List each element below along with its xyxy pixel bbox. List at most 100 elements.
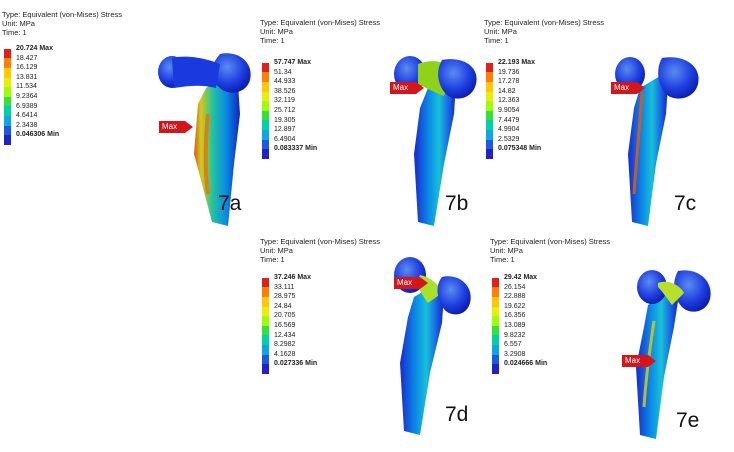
result-header: Type: Equivalent (von-Mises) Stress Unit… — [490, 237, 610, 264]
legend-swatch — [492, 316, 499, 326]
legend-value: 9.9054 — [498, 106, 520, 114]
legend-scale: 37.246 Max 33.111 28.975 24.84 20.705 16.569 1… — [262, 273, 382, 374]
max-marker: Max — [394, 277, 428, 289]
legend-row: 9.8232 — [492, 331, 612, 345]
panel-label: 7c — [674, 192, 697, 215]
legend-value: 6.9389 — [16, 102, 38, 110]
legend-swatch — [262, 364, 269, 374]
panel-label: 7e — [676, 409, 700, 432]
legend-row: 19.736 — [486, 68, 606, 82]
legend-max-value: 20.724 Max — [16, 45, 53, 52]
panel-label: 7d — [445, 403, 469, 426]
legend-swatch — [492, 325, 499, 336]
legend-swatch — [262, 110, 269, 121]
legend-row: 4.9904 — [486, 125, 606, 140]
legend-row: 0.027336 Min — [262, 359, 382, 374]
panel-7c: Type: Equivalent (von-Mises) Stress Unit… — [484, 18, 724, 233]
legend-swatch — [4, 106, 11, 116]
legend-swatch — [486, 81, 493, 92]
legend-swatch — [262, 91, 269, 102]
legend-row: 20.705 — [262, 311, 382, 326]
result-unit: Unit: MPa — [260, 27, 293, 36]
legend-row: 22.193 Max — [486, 58, 606, 73]
result-unit: Unit: MPa — [484, 27, 517, 36]
legend-swatch — [262, 129, 269, 140]
legend-value: 44.933 — [274, 78, 296, 86]
legend-value: 28.975 — [274, 293, 296, 301]
legend-row: 2.5329 — [486, 135, 606, 150]
result-header: Type: Equivalent (von-Mises) Stress Unit… — [260, 18, 380, 45]
legend-row: 6.557 — [492, 340, 612, 355]
legend-swatch — [486, 110, 493, 121]
max-marker: Max — [159, 121, 193, 133]
legend-swatch — [486, 149, 493, 159]
legend-value: 4.6414 — [16, 112, 38, 120]
legend-row: 12.434 — [262, 331, 382, 345]
legend-swatch — [262, 139, 269, 150]
result-unit: Unit: MPa — [490, 246, 523, 255]
legend-value: 4.1628 — [274, 350, 296, 358]
femur-model — [615, 57, 699, 226]
result-unit: Unit: MPa — [2, 19, 35, 28]
legend-value: 33.111 — [274, 283, 295, 291]
legend-row: 20.724 Max — [4, 44, 124, 59]
legend-swatch — [262, 296, 269, 307]
femur-model — [394, 257, 471, 435]
legend-value: 12.897 — [274, 126, 296, 134]
legend-row: 8.2982 — [262, 340, 382, 355]
max-marker: Max — [611, 82, 645, 94]
result-time: Time: 1 — [260, 255, 285, 264]
legend-row: 29.42 Max — [492, 273, 612, 288]
legend-max-value: 57.747 Max — [274, 59, 311, 66]
legend-row: 44.933 — [262, 77, 382, 92]
legend-row: 9.9054 — [486, 106, 606, 121]
legend-value: 14.82 — [498, 87, 516, 95]
legend-row: 16.356 — [492, 311, 612, 326]
legend-swatch — [492, 287, 499, 297]
legend-value: 9.8232 — [504, 331, 526, 339]
legend-row: 6.4904 — [262, 135, 382, 150]
legend-value: 4.9904 — [498, 126, 520, 134]
legend-swatch — [4, 135, 11, 145]
legend-swatch — [4, 58, 11, 68]
legend-row: 0.083337 Min — [262, 144, 382, 159]
legend-row: 0.075348 Min — [486, 144, 606, 159]
panel-label: 7a — [218, 192, 242, 215]
legend-row: 37.246 Max — [262, 273, 382, 288]
legend-swatch — [262, 325, 269, 336]
legend-row: 57.747 Max — [262, 58, 382, 73]
result-time: Time: 1 — [2, 28, 27, 37]
legend-max-value: 29.42 Max — [504, 274, 538, 281]
legend-scale: 20.724 Max 18.427 16.129 13.831 11.534 9.2364… — [4, 44, 124, 145]
legend-value: 13.831 — [16, 73, 38, 81]
result-type: Type: Equivalent (von-Mises) Stress — [490, 237, 611, 246]
max-marker: Max — [390, 82, 424, 94]
legend-swatch — [486, 91, 493, 102]
legend-scale: 22.193 Max 19.736 17.278 14.82 12.363 9.9054 7… — [486, 58, 606, 159]
femur-model — [394, 56, 477, 226]
femur-model — [636, 270, 711, 439]
legend-row: 0.024666 Min — [492, 359, 612, 374]
legend-max-value: 37.246 Max — [274, 274, 311, 281]
legend-value: 7.4479 — [498, 116, 520, 124]
legend-row: 4.6414 — [4, 111, 124, 126]
legend-scale: 57.747 Max 51.34 44.933 38.526 32.119 25.712 1… — [262, 58, 382, 159]
legend-swatch — [262, 344, 269, 355]
legend-swatch — [4, 87, 11, 97]
legend-row: 26.154 — [492, 283, 612, 297]
panel-label: 7b — [445, 192, 469, 215]
legend-swatch — [262, 62, 269, 73]
legend-value: 13.089 — [504, 321, 526, 329]
legend-value: 22.888 — [504, 293, 526, 301]
legend-row: 4.1628 — [262, 350, 382, 365]
legend-value: 32.119 — [274, 97, 295, 105]
legend-value: 2.5329 — [498, 135, 520, 143]
legend-swatch — [492, 296, 499, 307]
legend-row: 11.534 — [4, 82, 124, 97]
legend-swatch — [4, 67, 11, 78]
legend-swatch — [4, 48, 11, 59]
legend-row: 16.129 — [4, 63, 124, 78]
legend-value: 9.2364 — [16, 92, 38, 100]
legend-swatch — [262, 72, 269, 82]
legend-value: 6.4904 — [274, 135, 296, 143]
